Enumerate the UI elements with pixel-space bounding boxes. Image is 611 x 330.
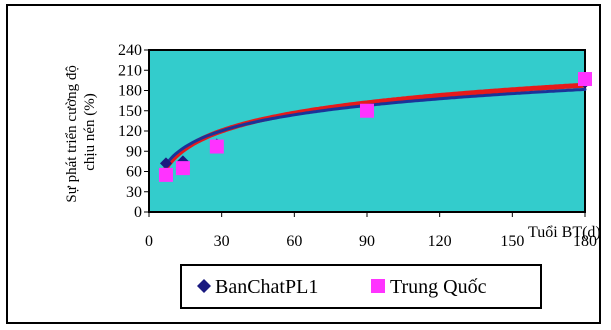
point-trung-quoc: [360, 103, 374, 118]
y-tick-label: 240: [118, 42, 142, 59]
legend-diamond-marker: [197, 279, 211, 293]
point-trung-quoc: [209, 139, 224, 154]
y-tick-label: 210: [118, 62, 142, 79]
legend-entry-1: BanChatPL1: [215, 276, 318, 298]
point-trung-quoc: [578, 72, 592, 87]
x-tick-label: 180: [573, 233, 597, 250]
y-tick-label: 0: [134, 204, 142, 221]
legend: BanChatPL1 Trung Quốc: [180, 264, 542, 309]
point-banchatpl1: [159, 157, 172, 170]
legend-box: [180, 264, 542, 309]
x-tick-label: 120: [428, 233, 452, 250]
y-tick-label: 90: [126, 143, 142, 160]
x-tick-label: 60: [286, 233, 302, 250]
y-tick-label: 30: [126, 184, 142, 201]
x-tick-label: 90: [359, 233, 375, 250]
y-tick-label: 180: [118, 83, 142, 100]
point-trung-quoc: [175, 161, 190, 176]
x-ticks: 0 30 60 90 120 150 180: [145, 212, 597, 250]
y-tick-label: 150: [118, 103, 142, 120]
y-ticks: 0 30 60 90 120 150 180 210 240: [118, 42, 149, 221]
legend-square-marker: [371, 279, 385, 293]
legend-entry-2: Trung Quốc: [390, 276, 487, 298]
x-tick-label: 0: [145, 233, 153, 250]
x-axis-label: Tuổi BT(d): [528, 224, 601, 241]
point-trung-quoc: [158, 167, 173, 182]
x-tick-label: 30: [214, 233, 230, 250]
y-axis-label: Sự phát triển cường độ chịu nén (%): [64, 61, 98, 202]
y-tick-label: 120: [118, 123, 142, 140]
markers: [158, 72, 592, 182]
x-tick-label: 150: [500, 233, 524, 250]
trendline-2: [164, 87, 587, 166]
trendlines: [163, 82, 588, 171]
y-tick-label: 60: [126, 164, 142, 181]
